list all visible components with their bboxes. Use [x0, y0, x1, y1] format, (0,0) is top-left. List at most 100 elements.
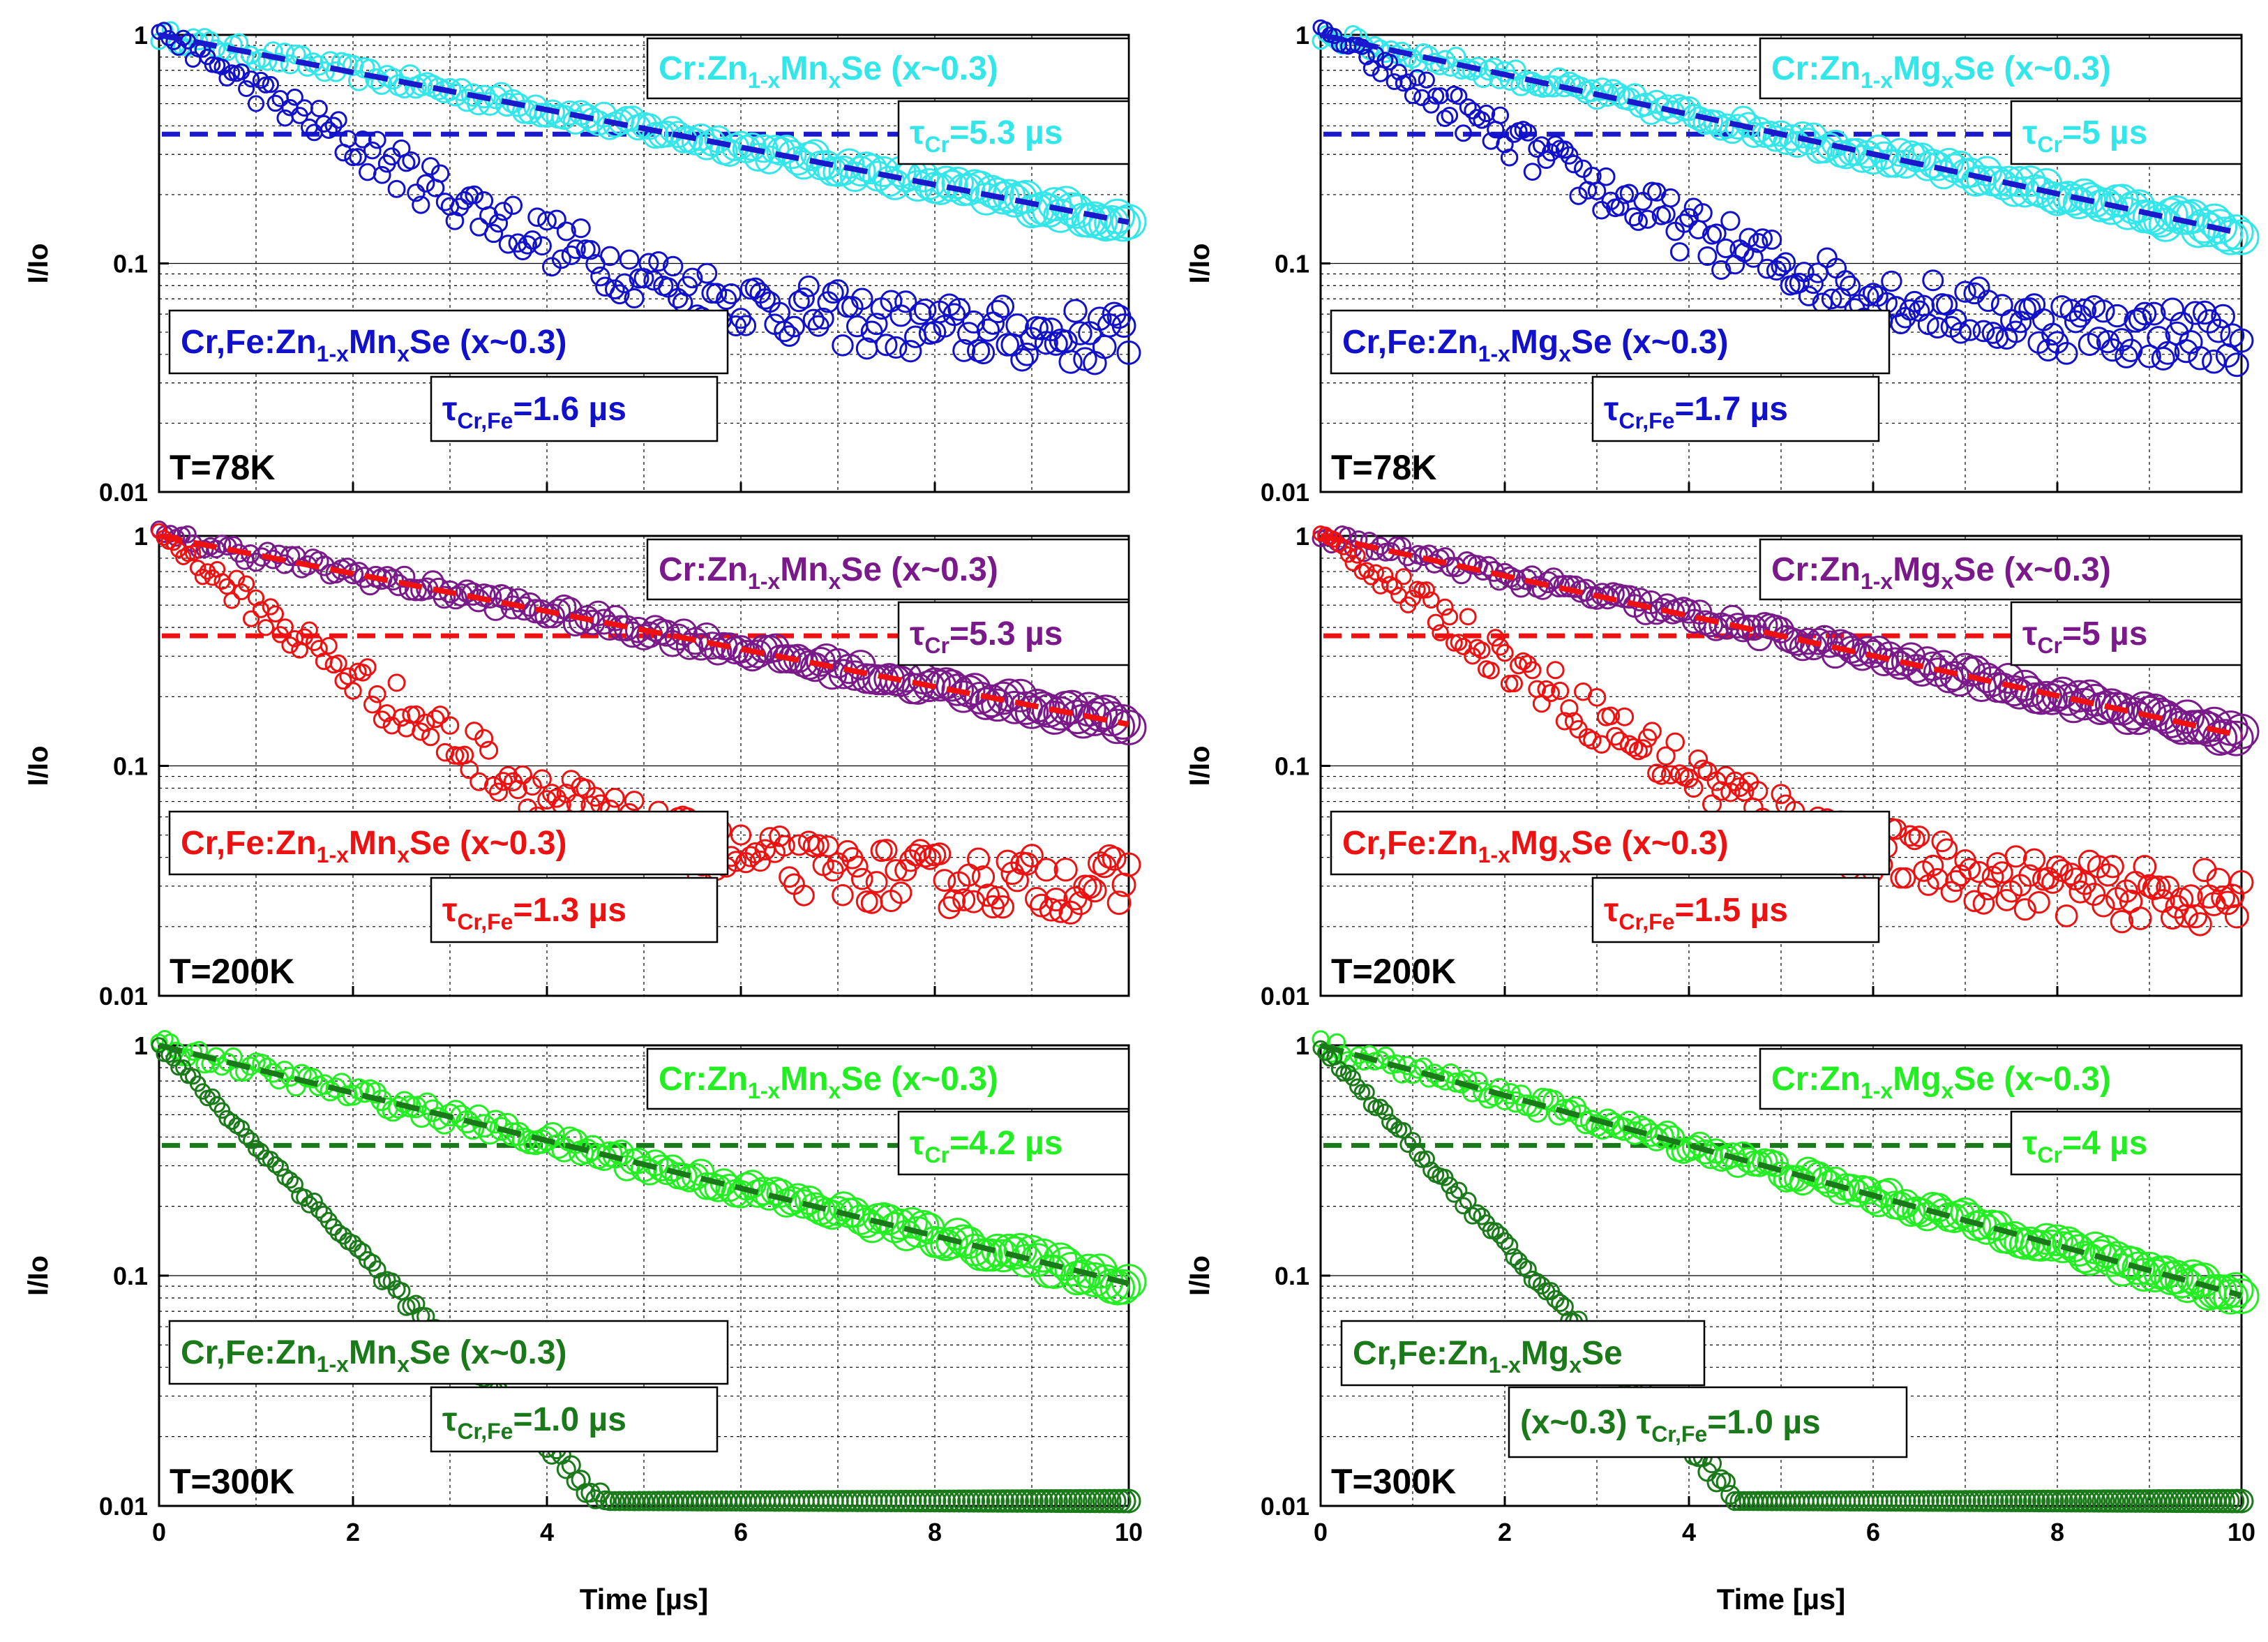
point-cr [483, 1110, 508, 1134]
cr-label-post: Se (x~0.3) [1953, 551, 2110, 588]
point-cr [2218, 1271, 2254, 1308]
point-crfe [1551, 1294, 1570, 1313]
point-crfe [624, 1491, 645, 1512]
cr-label-mid: Mn [780, 50, 828, 87]
point-crfe [233, 1119, 250, 1137]
crfe-tau-label-val: =1.3 µs [513, 892, 626, 929]
point-crfe [1555, 712, 1574, 731]
crfe-label-text: Cr,Fe:Zn1-xMgxSe [1353, 1335, 1623, 1378]
crfe-label: Cr,Fe:Zn1-xMgxSe (x~0.3) [1330, 810, 1891, 876]
cr-label-box [1759, 1047, 2243, 1110]
point-crfe [1445, 1185, 1463, 1203]
point-crfe [1116, 340, 1141, 365]
point-cr [1826, 1177, 1855, 1206]
crfe-tau-label-val: =1.7 µs [1674, 391, 1787, 428]
point-crfe [301, 1195, 318, 1214]
point-cr [1494, 1089, 1516, 1110]
point-crfe [238, 80, 255, 98]
point-crfe [1977, 878, 1999, 901]
crfe-tau-label-text: τCr,Fe=1.5 µs [1604, 892, 1788, 934]
point-crfe [1455, 637, 1473, 655]
temperature-label: T=200K [170, 952, 294, 991]
point-cr [1037, 700, 1072, 735]
point-crfe [1358, 48, 1375, 66]
point-crfe [822, 281, 844, 304]
point-cr [500, 1122, 525, 1147]
cr-label-text: Cr:Zn1-xMgxSe (x~0.3) [1771, 551, 2111, 594]
point-crfe [368, 130, 386, 149]
point-cr [1821, 641, 1849, 669]
crfe-label-sub2: x [397, 842, 410, 867]
crfe-tau-label: τCr,Fe=1.3 µs [430, 876, 719, 943]
y-axis-label: I/Io [1185, 1255, 1215, 1296]
point-crfe [1459, 608, 1477, 626]
crfe-tau-label-box [1591, 375, 1880, 442]
point-cr [263, 41, 283, 61]
point-crfe [1106, 890, 1132, 916]
point-cr [206, 539, 226, 559]
x-tick-label: 8 [2050, 1518, 2064, 1546]
point-crfe [971, 865, 996, 889]
point-crfe [1528, 140, 1547, 158]
crfe-tau-label-box [430, 876, 719, 943]
point-crfe [2027, 890, 2050, 914]
point-crfe [908, 302, 932, 325]
point-crfe [1720, 211, 1741, 231]
point-crfe [286, 629, 303, 648]
point-crfe [1715, 238, 1736, 259]
point-cr [834, 148, 865, 179]
point-cr [1105, 1269, 1141, 1305]
point-cr [777, 1186, 807, 1216]
point-crfe [2128, 307, 2152, 331]
point-crfe [1395, 568, 1412, 585]
point-crfe [1679, 208, 1699, 227]
point-crfe [957, 1489, 981, 1513]
point-crfe [1063, 299, 1088, 323]
point-crfe [1560, 699, 1579, 718]
point-crfe [1418, 1150, 1435, 1167]
point-crfe [2133, 855, 2157, 879]
point-crfe [537, 211, 557, 231]
point-crfe [774, 320, 795, 343]
point-crfe [1711, 260, 1732, 281]
point-cr [511, 596, 536, 621]
point-crfe [2022, 848, 2046, 871]
point-crfe [2115, 879, 2138, 903]
point-crfe [2229, 869, 2254, 895]
cr-label: Cr:Zn1-xMgxSe (x~0.3) [1759, 1047, 2243, 1110]
crfe-label-text: Cr,Fe:Zn1-xMnxSe (x~0.3) [181, 1334, 567, 1377]
fit-line-cr [158, 32, 1129, 225]
point-cr [2025, 1230, 2057, 1262]
point-cr [1105, 206, 1141, 242]
point-crfe [1775, 252, 1796, 273]
point-crfe [2073, 298, 2097, 322]
point-crfe [1058, 900, 1083, 925]
crfe-tau-label-val: =1.6 µs [513, 391, 626, 428]
point-crfe [2160, 297, 2185, 322]
point-crfe [2091, 299, 2115, 323]
point-crfe [952, 1489, 976, 1513]
point-cr [235, 1062, 255, 1082]
point-crfe [1546, 661, 1565, 680]
point-crfe [1908, 826, 1930, 847]
point-crfe [1669, 764, 1690, 784]
point-crfe [518, 235, 537, 255]
point-crfe [1505, 125, 1523, 143]
point-crfe [943, 889, 966, 913]
cr-label-sub1: 1-x [748, 1078, 780, 1103]
point-crfe [513, 765, 532, 785]
point-cr [2068, 178, 2101, 211]
point-crfe [1385, 578, 1403, 595]
point-crfe [1491, 1226, 1510, 1244]
point-cr [1435, 1070, 1455, 1091]
cr-tau-label-val: =5 µs [2062, 615, 2147, 652]
point-crfe [1660, 765, 1681, 785]
point-crfe [493, 202, 513, 221]
x-tick-label: 2 [346, 1518, 360, 1546]
point-crfe [498, 766, 518, 786]
cr-label-sub2: x [829, 569, 841, 594]
cr-tau-label-text: τCr=5 µs [2022, 615, 2147, 658]
point-crfe [1840, 275, 1861, 297]
cr-label-post: Se (x~0.3) [841, 551, 998, 588]
